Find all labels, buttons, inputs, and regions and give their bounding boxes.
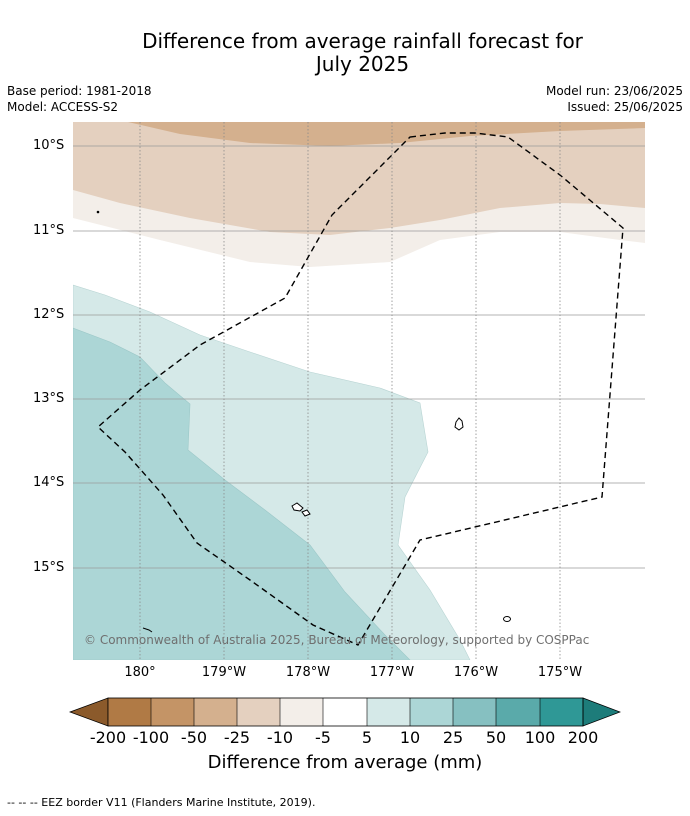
anomaly-band-minus-10 [73, 122, 645, 235]
copyright-notice: © Commonwealth of Australia 2025, Bureau… [84, 633, 590, 647]
colorbar-outline [107, 697, 584, 727]
island-east [454, 417, 464, 431]
colorbar-cell-2 [151, 698, 194, 726]
lat-label-12s: 12°S [33, 307, 65, 322]
colorbar-arrow-low [68, 697, 109, 727]
colorbar-tick: -100 [132, 728, 170, 747]
model-name: Model: ACCESS-S2 [7, 100, 119, 114]
colorbar-cell-7 [367, 698, 410, 726]
lat-label-11s: 11°S [33, 223, 65, 238]
longitude-grid [139, 122, 561, 660]
base-period: Base period: 1981-2018 [7, 84, 152, 98]
colorbar-tick: -5 [315, 728, 331, 747]
lon-label-179w: 179°W [201, 665, 247, 680]
map-area [73, 122, 645, 660]
colorbar-tick: -10 [266, 728, 294, 747]
colorbar-tick: 5 [361, 728, 373, 747]
island-southwest [142, 627, 153, 633]
colorbar-cell-8 [410, 698, 453, 726]
issued-date: Issued: 25/06/2025 [567, 100, 683, 114]
colorbar-dividers [150, 698, 541, 726]
colorbar-arrow-high [582, 697, 621, 727]
lon-label-176w: 176°W [453, 665, 499, 680]
lat-label-15s: 15°S [33, 560, 65, 575]
eez-legend-footer: -- -- -- EEZ border V11 (Flanders Marine… [7, 796, 316, 809]
colorbar-tick: 10 [399, 728, 421, 747]
lon-label-180: 180° [124, 665, 156, 680]
meta-right: Model run: 23/06/2025 Issued: 25/06/2025 [546, 83, 683, 115]
island-southeast [503, 616, 511, 622]
colorbar-cell-11 [540, 698, 583, 726]
model-run: Model run: 23/06/2025 [545, 84, 683, 98]
lon-label-175w: 175°W [537, 665, 583, 680]
island-northwest [96, 210, 100, 214]
colorbar-cell-6 [323, 698, 367, 726]
colorbar-cell-10 [496, 698, 540, 726]
colorbar-tick: 100 [524, 728, 556, 747]
lat-label-13s: 13°S [33, 391, 65, 406]
colorbar-tick: 200 [567, 728, 599, 747]
islands [96, 210, 511, 633]
colorbar-cell-4 [237, 698, 280, 726]
lat-label-14s: 14°S [33, 475, 65, 490]
title-line-1: Difference from average rainfall forecas… [142, 29, 583, 53]
colorbar-cell-9 [453, 698, 496, 726]
colorbar-tick: -25 [223, 728, 251, 747]
colorbar-title: Difference from average (mm) [207, 752, 483, 773]
island-central-small [301, 509, 311, 517]
colorbar [68, 697, 621, 727]
colorbar-tick: 25 [442, 728, 464, 747]
colorbar-tick: -200 [89, 728, 127, 747]
colorbar-cell-5 [280, 698, 323, 726]
title-line-2: July 2025 [315, 52, 410, 76]
colorbar-tick: 50 [485, 728, 507, 747]
colorbar-cell-1 [108, 698, 151, 726]
colorbar-cell-3 [194, 698, 237, 726]
map-title: Difference from average rainfall forecas… [0, 30, 690, 76]
eez-border [96, 132, 624, 646]
colorbar-tick: -50 [180, 728, 208, 747]
island-central [291, 502, 304, 512]
latitude-grid [73, 145, 645, 569]
lat-label-10s: 10°S [33, 138, 65, 153]
anomaly-band-minus-25 [128, 122, 645, 146]
anomaly-band-plus-10 [73, 327, 411, 660]
lon-label-177w: 177°W [369, 665, 415, 680]
meta-left: Base period: 1981-2018 Model: ACCESS-S2 [7, 83, 152, 115]
lon-label-178w: 178°W [285, 665, 331, 680]
